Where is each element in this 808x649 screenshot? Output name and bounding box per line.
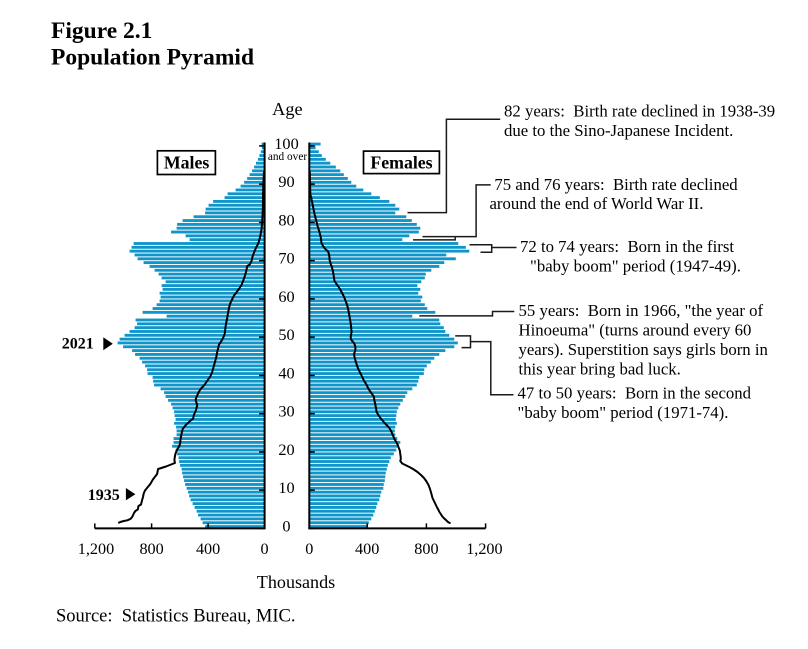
svg-text:30: 30 [278, 402, 294, 421]
svg-text:Thousands: Thousands [257, 572, 335, 592]
svg-text:40: 40 [278, 363, 294, 382]
svg-text:400: 400 [355, 540, 379, 558]
svg-text:60: 60 [278, 287, 294, 306]
svg-text:55 years: Born in 1966, "the: 55 years: Born in 1966, "the year of [519, 301, 764, 320]
svg-text:Females: Females [370, 152, 432, 172]
svg-text:years). Superstition says girl: years). Superstition says girls born in [519, 340, 769, 359]
svg-text:800: 800 [139, 540, 163, 558]
svg-text:1935: 1935 [88, 487, 120, 504]
svg-text:"baby boom" period (1947-49).: "baby boom" period (1947-49). [530, 257, 741, 276]
svg-text:and over: and over [268, 151, 307, 163]
svg-text:1,200: 1,200 [78, 540, 114, 558]
svg-text:2021: 2021 [62, 336, 94, 353]
svg-text:Hinoeuma" (turns around every: Hinoeuma" (turns around every 60 [519, 321, 752, 340]
svg-text:10: 10 [278, 478, 294, 497]
svg-text:Males: Males [164, 152, 210, 172]
svg-text:800: 800 [414, 540, 438, 558]
svg-text:Population Pyramid: Population Pyramid [51, 44, 254, 70]
svg-text:0: 0 [282, 516, 290, 535]
svg-text:50: 50 [278, 325, 294, 344]
svg-text:75 and 76 years: Birth rate d: 75 and 76 years: Birth rate declined [494, 175, 738, 194]
svg-text:70: 70 [278, 249, 294, 268]
svg-text:due to the Sino-Japanese Incid: due to the Sino-Japanese Incident. [504, 121, 733, 140]
svg-text:Source: Statistics Bureau, MI: Source: Statistics Bureau, MIC. [56, 607, 295, 627]
svg-text:47 to 50 years: Born in the s: 47 to 50 years: Born in the second [518, 384, 752, 403]
svg-text:"baby boom" period (1971-74).: "baby boom" period (1971-74). [518, 403, 729, 422]
svg-text:20: 20 [278, 440, 294, 459]
svg-text:1,200: 1,200 [466, 540, 502, 558]
svg-text:80: 80 [278, 210, 294, 229]
svg-text:Age: Age [272, 99, 302, 119]
svg-text:Figure 2.1: Figure 2.1 [51, 18, 152, 44]
svg-text:82 years: Birth rate declined: 82 years: Birth rate declined in 1938-39 [504, 102, 775, 121]
svg-text:0: 0 [305, 540, 313, 558]
svg-text:0: 0 [261, 540, 269, 558]
svg-text:this year bring bad luck.: this year bring bad luck. [519, 359, 681, 378]
svg-text:400: 400 [196, 540, 220, 558]
svg-text:100: 100 [274, 134, 298, 153]
svg-text:around the end of World War II: around the end of World War II. [490, 194, 704, 213]
svg-text:72 to 74 years: Born in the f: 72 to 74 years: Born in the first [520, 237, 734, 256]
svg-text:90: 90 [278, 172, 294, 191]
